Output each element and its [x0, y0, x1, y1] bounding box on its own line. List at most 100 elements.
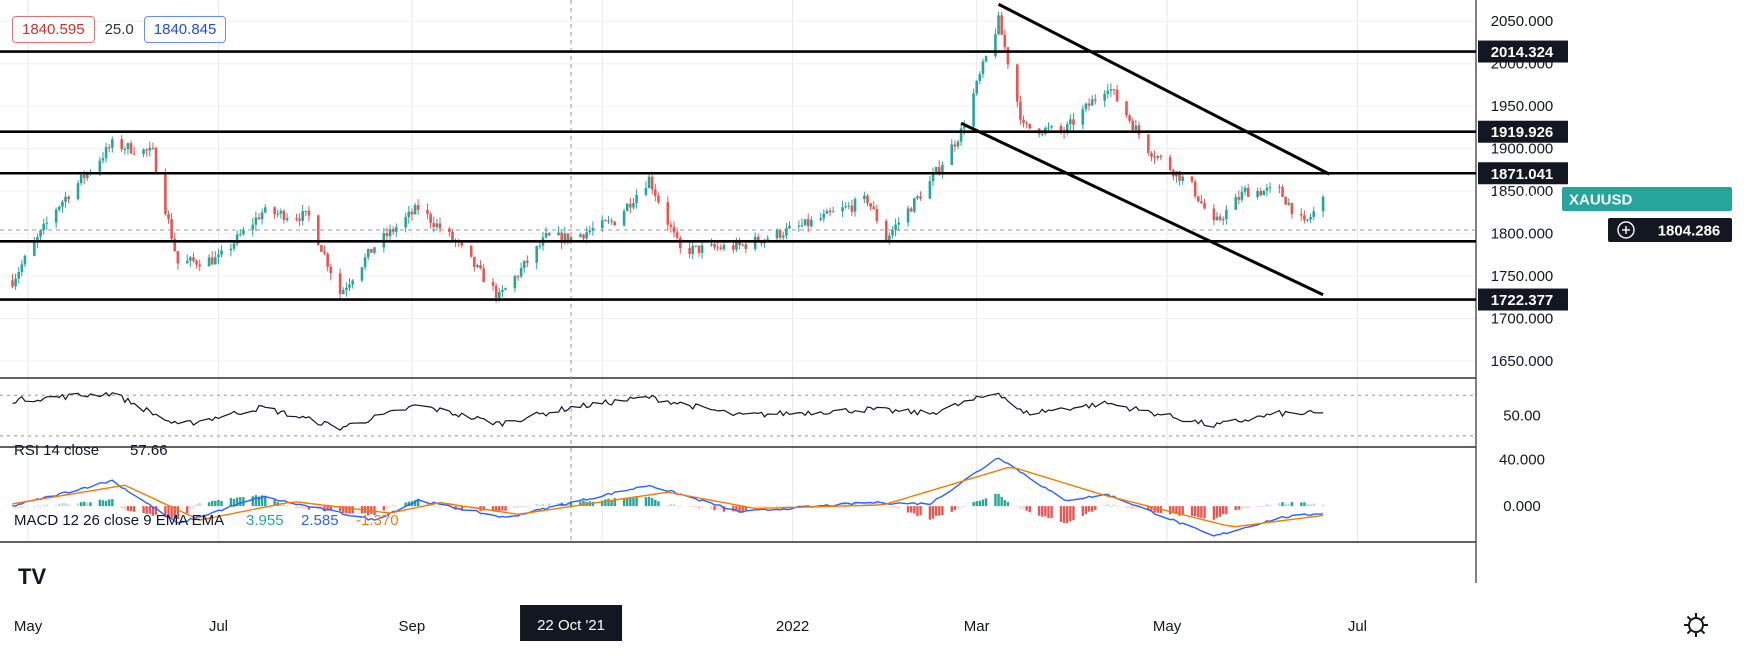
macd-histogram-bar — [348, 506, 351, 514]
candle-body — [304, 210, 308, 212]
macd-histogram-bar — [198, 502, 201, 507]
macd-histogram-bar — [220, 501, 223, 507]
macd-histogram-bar — [1000, 496, 1003, 507]
macd-histogram-bar — [351, 506, 354, 514]
macd-histogram-bar — [1178, 506, 1181, 516]
macd-histogram-bar — [154, 506, 158, 515]
candle-body — [828, 210, 832, 213]
candle-body — [1196, 196, 1200, 202]
candle-body — [323, 251, 326, 254]
tradingview-logo[interactable]: TV — [18, 564, 46, 589]
macd-histogram-bar — [501, 506, 504, 511]
level-label-bg — [1478, 162, 1568, 185]
macd-histogram-bar — [1022, 506, 1025, 510]
candle-body — [301, 211, 304, 221]
candle-body — [36, 236, 39, 242]
macd-histogram-bar — [167, 506, 170, 519]
macd-histogram-bar — [516, 506, 520, 508]
macd-histogram-bar — [1247, 506, 1250, 509]
crosshair-plus-icon — [1617, 221, 1635, 239]
macd-histogram-bar — [1125, 506, 1128, 508]
price-tick-label: 1900.000 — [1491, 141, 1554, 158]
macd-histogram-bar — [519, 506, 523, 507]
time-tick-label: May — [14, 618, 43, 635]
candle-body — [678, 237, 682, 249]
macd-histogram-bar — [1256, 506, 1259, 508]
candle-body — [279, 211, 283, 214]
macd-histogram-bar — [897, 506, 900, 509]
candle-body — [479, 264, 482, 269]
macd-histogram-bar — [395, 505, 398, 507]
macd-histogram-bar — [513, 506, 517, 509]
candle-body — [563, 233, 567, 243]
candle-body — [560, 232, 563, 243]
macd-histogram-bar — [217, 499, 220, 507]
candle-body — [1047, 127, 1050, 129]
price-tick-label: 1850.000 — [1491, 183, 1554, 200]
time-tick-label: May — [1153, 618, 1182, 635]
candle-body — [173, 238, 177, 252]
candle-body — [675, 232, 679, 238]
candle-body — [847, 205, 851, 207]
macd-histogram-bar — [1290, 502, 1294, 507]
macd-histogram-bar — [1175, 506, 1178, 515]
macd-histogram-bar — [913, 506, 916, 514]
macd-histogram-bar — [1212, 506, 1216, 520]
candle-body — [251, 224, 255, 230]
candle-body — [1128, 115, 1131, 121]
candle-body — [1203, 203, 1206, 209]
candle-body — [962, 126, 966, 129]
candle-body — [916, 196, 919, 199]
buy-price-button[interactable]: 1840.845 — [143, 15, 227, 43]
macd-histogram-bar — [548, 503, 551, 507]
macd-histogram-bar — [498, 506, 501, 512]
candle-body — [370, 248, 373, 253]
sell-price-button[interactable]: 1840.595 — [12, 15, 95, 43]
macd-histogram-bar — [847, 503, 850, 507]
macd-histogram-bar — [978, 500, 982, 507]
candle-body — [738, 241, 741, 246]
macd-histogram-bar — [950, 506, 953, 512]
macd-histogram-bar — [844, 503, 847, 507]
candle-body — [17, 272, 21, 279]
candle-body — [716, 247, 720, 249]
candle-body — [385, 233, 389, 237]
candle-body — [1153, 156, 1156, 158]
macd-histogram-bar — [963, 505, 966, 507]
macd-histogram-bar — [214, 500, 217, 507]
candle-body — [1287, 202, 1291, 205]
trend-channel[interactable] — [960, 2, 1331, 297]
candle-body — [123, 149, 127, 151]
candle-body — [373, 247, 376, 253]
macd-histogram-bar — [632, 498, 635, 507]
horizontal-levels[interactable]: 2014.324 1919.926 1871.041 1722.377 — [0, 40, 1568, 311]
candle-body — [884, 221, 888, 241]
candle-body — [1028, 123, 1032, 129]
candle-body — [975, 81, 979, 94]
macd-histogram-bar — [1168, 506, 1172, 515]
macd-histogram-bar — [232, 498, 236, 507]
macd-histogram-bar — [1237, 506, 1241, 510]
settings-gear-icon[interactable] — [1684, 613, 1708, 637]
candle-body — [956, 141, 960, 147]
candle-body — [1019, 101, 1022, 120]
macd-histogram-bar — [370, 506, 373, 514]
macd-histogram-bar — [1243, 506, 1247, 509]
macd-histogram-bar — [672, 504, 676, 507]
time-axis[interactable]: May Jul Sep 2022 Mar May Jul 22 Oct '21 — [14, 605, 1367, 641]
candle-body — [1221, 219, 1225, 221]
candle-body — [1090, 99, 1094, 106]
price-axis[interactable]: 2050.000 2000.000 1950.000 1900.000 1850.000… — [1491, 13, 1732, 515]
macd-histogram-bar — [569, 501, 573, 507]
candle-body — [473, 256, 476, 267]
grid — [0, 0, 1477, 583]
macd-histogram-bar — [757, 506, 760, 508]
candle-body — [547, 232, 551, 236]
macd-histogram-bar — [1287, 503, 1290, 507]
macd-histogram-bar — [151, 506, 155, 516]
candle-body — [688, 248, 691, 254]
candle-body — [710, 244, 713, 246]
macd-histogram-bar — [1278, 502, 1281, 507]
